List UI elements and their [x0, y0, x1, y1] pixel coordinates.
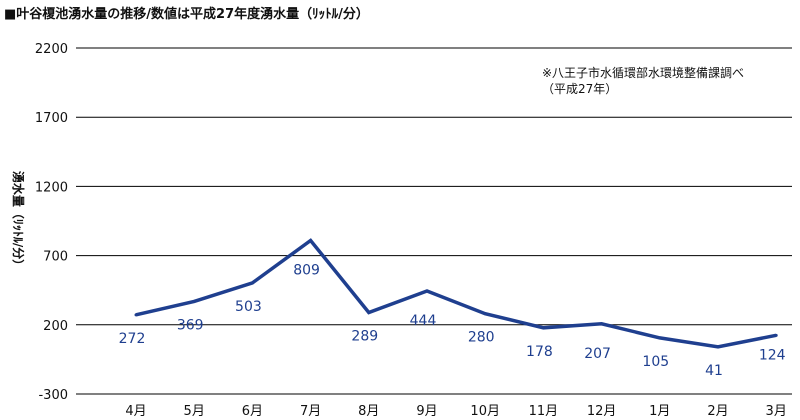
- data-point: [658, 336, 662, 340]
- data-label: 369: [177, 317, 204, 333]
- x-tick-label: 10月: [470, 404, 500, 419]
- series-layer: [134, 238, 778, 349]
- data-label: 124: [759, 347, 786, 363]
- data-label: 105: [642, 354, 669, 370]
- x-tick-label: 7月: [300, 404, 321, 419]
- chart-title: ■叶谷榎池湧水量の推移/数値は平成27年度湧水量（ﾘｯﾄﾙ/分）: [4, 7, 369, 22]
- data-label: 272: [119, 331, 146, 347]
- data-label: 289: [351, 328, 378, 344]
- y-axis-ticks: -300 200 700 1200 1700 2200: [35, 42, 68, 403]
- x-tick-label: 9月: [416, 404, 437, 419]
- data-point: [541, 326, 545, 330]
- x-tick-label: 1月: [649, 404, 670, 419]
- y-tick-label: 2200: [35, 42, 68, 57]
- x-tick-label: 6月: [242, 404, 263, 419]
- data-label: 503: [235, 299, 262, 315]
- data-point: [250, 281, 254, 285]
- x-tick-label: 3月: [766, 404, 787, 419]
- data-point: [134, 313, 138, 317]
- source-note: ※八王子市水循環部水環境整備課調べ: [542, 65, 744, 80]
- data-label: 41: [705, 363, 723, 379]
- data-point: [425, 289, 429, 293]
- x-tick-label: 2月: [707, 404, 728, 419]
- data-label: 280: [468, 330, 495, 346]
- x-tick-label: 4月: [125, 404, 146, 419]
- data-point: [600, 322, 604, 326]
- x-tick-label: 11月: [529, 404, 559, 419]
- data-label: 207: [584, 346, 611, 362]
- x-tick-label: 8月: [358, 404, 379, 419]
- data-label: 809: [293, 263, 320, 279]
- y-tick-label: 1200: [35, 180, 68, 195]
- data-point: [192, 299, 196, 303]
- data-label: 444: [410, 313, 437, 329]
- data-point: [309, 239, 313, 243]
- x-tick-label: 5月: [184, 404, 205, 419]
- x-axis-ticks: 4月 5月 6月 7月 8月 9月 10月 11月 12月 1月 2月 3月: [125, 404, 786, 419]
- y-tick-label: 700: [43, 250, 68, 265]
- data-labels: 272 369 503 809 289 444 280 178 207 105 41 124: [119, 263, 786, 379]
- data-point: [774, 333, 778, 337]
- source-note-year: （平成27年）: [542, 82, 617, 96]
- y-tick-label: -300: [38, 388, 68, 403]
- y-tick-label: 1700: [35, 111, 68, 126]
- data-point: [716, 345, 720, 349]
- data-point: [483, 312, 487, 316]
- y-axis-label: 湧水量（ﾘｯﾄﾙ/分）: [11, 171, 26, 271]
- grid-lines: [76, 47, 792, 395]
- x-tick-label: 12月: [587, 404, 617, 419]
- data-label: 178: [526, 344, 553, 360]
- y-tick-label: 200: [43, 319, 68, 334]
- series-line: [135, 238, 777, 349]
- data-point: [367, 310, 371, 314]
